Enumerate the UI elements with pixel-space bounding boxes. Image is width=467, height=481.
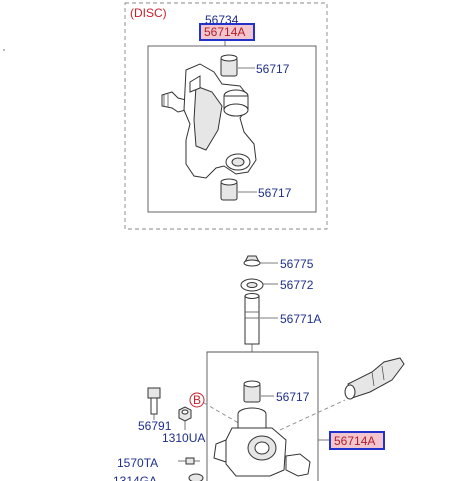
callout-b-circle[interactable] (189, 392, 205, 408)
knuckle-assy-frame-top (147, 45, 317, 213)
highlight-56714a-top[interactable] (199, 23, 255, 41)
label-1570ta: 1570TA (117, 456, 158, 470)
label-56714a-bottom[interactable]: 56714A (334, 434, 375, 448)
bolt-icon (147, 387, 161, 415)
label-1310ua: 1310UA (162, 431, 205, 445)
washer-icon-partial (188, 473, 204, 481)
label-56717-top-upper: 56717 (256, 62, 290, 76)
bushing-icon-top-lower (220, 178, 238, 201)
label-56717-top-lower: 56717 (258, 186, 292, 200)
cap-icon (243, 255, 261, 267)
label-56775: 56775 (280, 257, 314, 271)
label-56717-bottom: 56717 (276, 390, 310, 404)
knuckle-assy-frame-bottom (206, 351, 319, 481)
tie-rod-end-icon (344, 357, 405, 400)
steering-knuckle-icon-bottom (213, 407, 311, 477)
disc-label: (DISC) (130, 6, 167, 20)
dashed-link-tierod (279, 399, 346, 431)
disc-group-frame (124, 2, 328, 230)
dashed-link-b (203, 402, 243, 426)
nut-icon (178, 406, 192, 422)
seal-icon (240, 278, 264, 292)
bushing-icon-top-upper (220, 54, 238, 77)
label-56791: 56791 (138, 419, 172, 433)
label-1314ga-partial: 1314GA (113, 474, 157, 481)
stray-dot (3, 49, 5, 51)
highlight-56714a-bottom[interactable] (329, 431, 385, 450)
grease-fitting-icon (185, 457, 200, 465)
steering-knuckle-icon-top (161, 63, 257, 179)
callout-b-label[interactable]: B (193, 393, 201, 407)
bushing-icon-bottom (243, 380, 261, 403)
king-pin-icon (244, 293, 260, 352)
label-56714a-top[interactable]: 56714A (204, 25, 245, 39)
label-56772: 56772 (280, 278, 314, 292)
label-56771a: 56771A (280, 312, 321, 326)
